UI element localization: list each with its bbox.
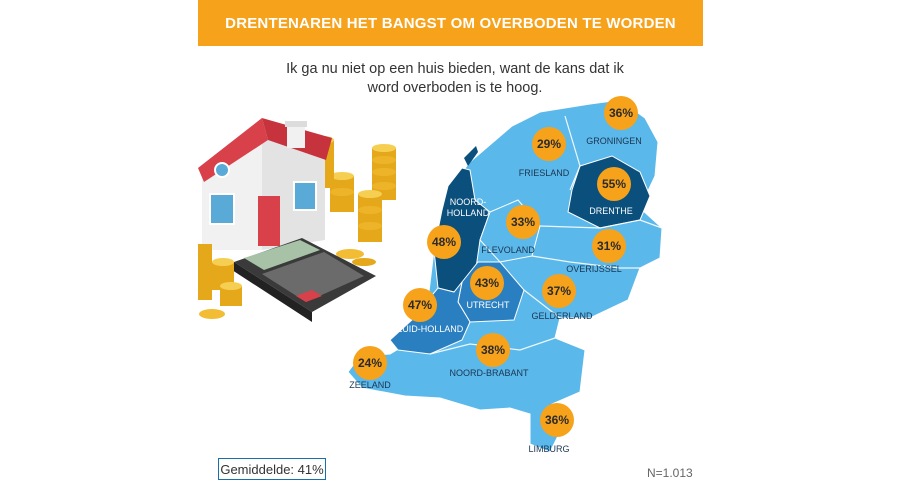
- value-label-zuid-holland: 47%: [408, 298, 432, 312]
- value-label-noord-brabant: 38%: [481, 343, 505, 357]
- badge-groningen: [604, 96, 638, 130]
- page-title: DRENTENAREN HET BANGST OM OVERBODEN TE W…: [225, 14, 676, 32]
- value-label-limburg: 36%: [545, 413, 569, 427]
- value-label-zeeland: 24%: [358, 356, 382, 370]
- value-label-overijssel: 31%: [597, 239, 621, 253]
- coins-icon: [198, 244, 242, 319]
- region-label-zeeland: ZEELAND: [349, 380, 391, 390]
- chart-subtitle: Ik ga nu niet op een huis bieden, want d…: [250, 60, 660, 98]
- badge-drenthe: [597, 167, 631, 201]
- sample-size-label: N=1.013: [647, 466, 693, 480]
- subtitle-line-1: Ik ga nu niet op een huis bieden, want d…: [286, 61, 624, 77]
- region-shape-texel: [464, 146, 478, 166]
- value-label-flevoland: 33%: [511, 215, 535, 229]
- badge-zuid-holland: [403, 288, 437, 322]
- region-label-utrecht: UTRECHT: [467, 300, 510, 310]
- value-label-utrecht: 43%: [475, 276, 499, 290]
- badge-flevoland: [506, 205, 540, 239]
- region-label-noord-holland-line-1: NOORD-: [450, 197, 487, 207]
- percentage-badges: GRONINGEN 36% FRIESLAND 29% DRENTHE 55% NOORD-…: [349, 96, 642, 454]
- badge-friesland: [532, 127, 566, 161]
- value-label-noord-holland: 48%: [432, 235, 456, 249]
- badge-noord-holland: [427, 225, 461, 259]
- region-label-zuid-holland: ZUID-HOLLAND: [397, 324, 464, 334]
- value-label-groningen: 36%: [609, 106, 633, 120]
- badge-gelderland: [542, 274, 576, 308]
- subtitle-line-2: word overboden is te hoog.: [367, 80, 543, 96]
- badge-noord-brabant: [476, 333, 510, 367]
- header-banner: DRENTENAREN HET BANGST OM OVERBODEN TE W…: [198, 0, 703, 46]
- region-label-gelderland: GELDERLAND: [531, 311, 593, 321]
- region-label-friesland: FRIESLAND: [519, 168, 570, 178]
- region-label-limburg: LIMBURG: [528, 444, 569, 454]
- region-label-drenthe: DRENTHE: [589, 206, 633, 216]
- average-box: Gemiddelde: 41%: [218, 458, 326, 480]
- house-icon: [198, 118, 332, 250]
- badge-zeeland: [353, 346, 387, 380]
- coin-stack-icon: [312, 136, 396, 266]
- region-label-flevoland: FLEVOLAND: [481, 245, 535, 255]
- region-label-noord-holland-line-2: HOLLAND: [447, 208, 490, 218]
- region-label-overijssel: OVERIJSSEL: [566, 264, 622, 274]
- value-label-drenthe: 55%: [602, 177, 626, 191]
- badge-utrecht: [470, 266, 504, 300]
- badge-overijssel: [592, 229, 626, 263]
- house-calculator-illustration: [198, 118, 396, 322]
- calculator-icon: [232, 238, 376, 322]
- badge-limburg: [540, 403, 574, 437]
- average-label: Gemiddelde: 41%: [220, 461, 324, 477]
- region-label-groningen: GRONINGEN: [586, 136, 642, 146]
- value-label-friesland: 29%: [537, 137, 561, 151]
- region-label-noord-brabant: NOORD-BRABANT: [449, 368, 529, 378]
- value-label-gelderland: 37%: [547, 284, 571, 298]
